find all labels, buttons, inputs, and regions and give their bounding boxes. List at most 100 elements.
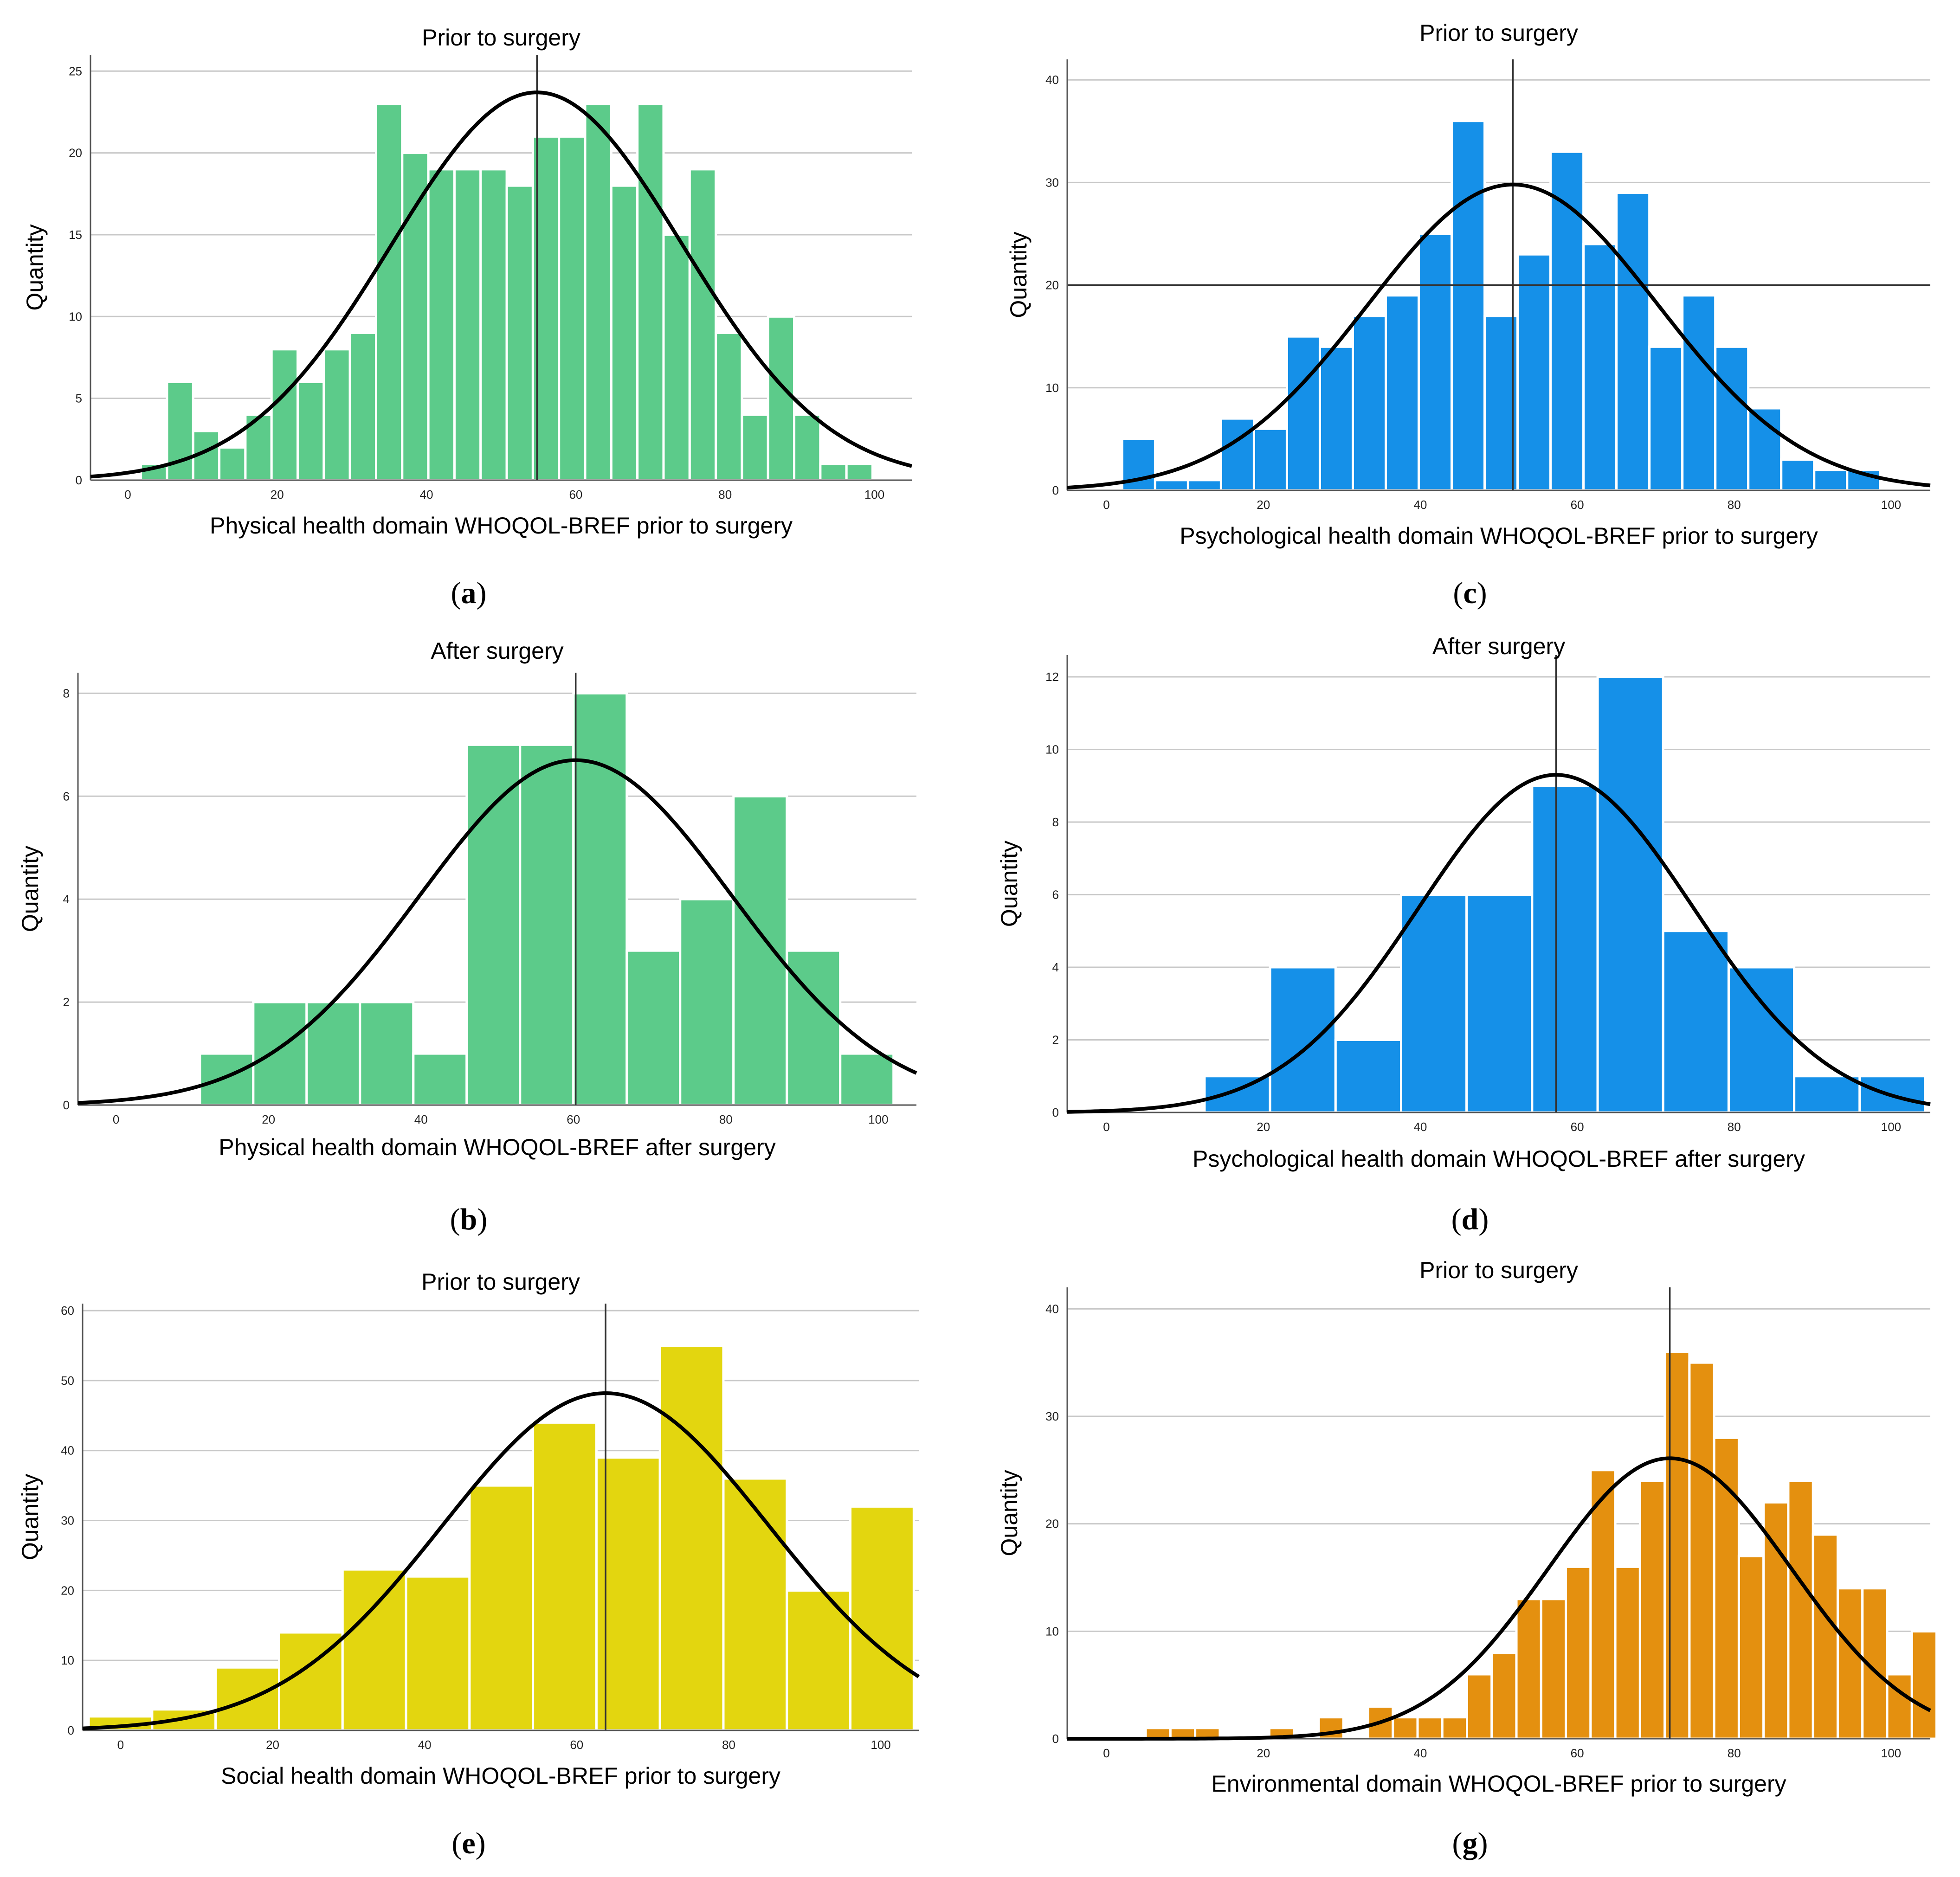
histogram-bar [1490,1652,1518,1740]
histogram-bar [1416,1716,1444,1740]
panel-caption: (d) [1451,1202,1489,1236]
histogram-bar [199,1052,255,1106]
histogram-bar [465,743,522,1106]
caption-letter: d [1462,1202,1479,1236]
histogram-bar [401,152,430,482]
panel-c: 0 10 20 30 40 0 20 40 60 80 100 Prior to surgery Psy… [1006,20,1931,610]
histogram-bar [1516,253,1552,492]
panel-caption: (c) [1453,576,1487,610]
xtick-label: 80 [1728,498,1741,512]
xtick-label: 60 [1571,498,1584,512]
histogram-bar [1465,893,1534,1114]
panel-a: 0 5 10 15 20 25 0 20 40 60 80 100 Prior to surgery Ph… [22,25,913,610]
histogram-bar [322,348,351,482]
histogram-bar [767,315,796,482]
histogram-bar [1793,1075,1861,1114]
histogram-bar [1727,966,1796,1114]
histogram-bar [572,692,628,1106]
histogram-bar [741,413,769,482]
chart-title: Prior to surgery [1419,1257,1578,1283]
xtick-label: 20 [1257,498,1270,512]
xtick-label: 0 [113,1112,119,1126]
ytick-label: 10 [61,1653,74,1667]
chart-title: After surgery [1432,633,1565,659]
ytick-label: 0 [1052,1106,1059,1119]
xtick-label: 80 [718,488,732,501]
chart-title: Prior to surgery [422,25,580,51]
normal-curve [77,758,917,1105]
histogram-bar [519,743,575,1106]
xtick-label: 40 [1413,498,1427,512]
histogram-bar [679,898,735,1106]
xtick-label: 20 [271,488,284,501]
ytick-label: 20 [1045,1517,1059,1531]
caption-letter: e [462,1826,475,1860]
normal-curve [82,1391,920,1730]
histogram-bar [722,1477,788,1732]
histogram-bar [479,168,508,482]
histogram-bar [793,413,822,482]
ytick-label: 30 [1045,1409,1059,1423]
xtick-label: 40 [1413,1120,1427,1134]
caption-letter: a [461,576,477,610]
histogram-bar [688,168,717,482]
ytick-label: 10 [69,309,82,323]
histogram-bar [1531,784,1599,1114]
x-axis-label: Social health domain WHOQOL-BREF prior t… [221,1763,780,1789]
normal-curve [1067,182,1931,490]
xtick-label: 40 [418,1738,432,1752]
x-axis-label: Physical health domain WHOQOL-BREF prior… [210,513,793,539]
ytick-label: 12 [1045,670,1059,684]
histogram-bar [1451,120,1486,492]
histogram-bar [1813,469,1849,492]
panel-caption: (b) [450,1202,488,1236]
chart-title: Prior to surgery [1419,20,1578,46]
histogram-bar [1466,1673,1493,1740]
xtick-label: 60 [569,488,582,501]
xtick-label: 60 [570,1738,583,1752]
histogram-bar [1596,675,1664,1114]
xtick-label: 60 [567,1112,580,1126]
histogram-bar [1351,315,1387,492]
histogram-bar [374,103,404,482]
panel-caption: (a) [451,576,487,610]
y-axis-label: Quantity [1006,231,1032,318]
histogram-bar [1252,427,1288,492]
histogram-bar [732,795,788,1106]
histogram-bar [1219,417,1255,492]
histogram-bar [1714,345,1750,492]
xtick-label: 100 [870,1738,890,1752]
xtick-label: 40 [414,1112,428,1126]
y-axis-label: Quantity [22,224,48,310]
xtick-label: 20 [1257,1120,1270,1134]
histogram-bar [532,1421,598,1732]
histogram-bar [819,463,848,482]
histogram-bar [1334,1038,1402,1114]
histogram-bar [1549,150,1585,492]
ytick-label: 0 [63,1098,70,1112]
ytick-label: 2 [63,995,70,1009]
ytick-label: 30 [1045,175,1059,189]
xtick-label: 60 [1571,1746,1584,1760]
histogram-bar [297,380,325,482]
histogram-bar [270,348,299,482]
histogram-bar [1614,1565,1641,1740]
x-axis-label: Psychological health domain WHOQOL-BREF … [1180,523,1818,549]
ytick-label: 20 [69,146,82,160]
histogram-bar [1269,966,1337,1114]
histogram-bar [1780,458,1816,492]
y-axis-label: Quantity [17,846,43,932]
xtick-label: 100 [1881,1120,1901,1134]
xtick-label: 100 [868,1112,888,1126]
ytick-label: 40 [1045,1302,1059,1316]
ytick-label: 2 [1052,1033,1059,1047]
histogram-bar [1589,1469,1617,1740]
x-axis-label: Environmental domain WHOQOL-BREF prior t… [1211,1771,1786,1797]
histogram-bar [849,1505,915,1732]
histogram-bar [252,1001,308,1106]
histogram-bar [845,463,874,482]
ytick-label: 60 [61,1304,74,1318]
histogram-bar [1582,243,1618,492]
histogram-bar [1385,294,1420,492]
histogram-bar [1392,1716,1419,1740]
